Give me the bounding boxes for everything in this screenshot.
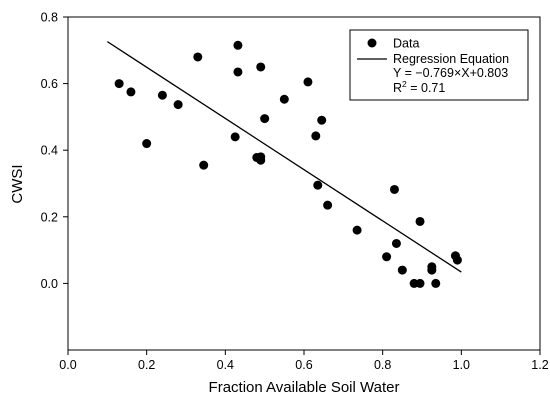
y-tick-label: 0.6 <box>41 77 58 91</box>
data-point <box>313 180 323 190</box>
data-point <box>233 40 243 50</box>
data-point <box>142 139 152 149</box>
legend-line-label: Regression Equation <box>393 52 509 66</box>
data-point <box>317 115 327 125</box>
y-axis-label: CWSI <box>9 164 26 203</box>
x-tick-label: 0.4 <box>217 358 234 372</box>
x-tick-label: 0.2 <box>138 358 155 372</box>
data-point <box>397 265 407 275</box>
data-point <box>256 62 266 72</box>
data-point <box>389 184 399 194</box>
x-tick-label: 0.8 <box>374 358 391 372</box>
data-point <box>415 278 425 288</box>
data-point <box>233 67 243 77</box>
y-tick-label: 0.4 <box>41 144 58 158</box>
data-point <box>279 94 289 104</box>
legend-box <box>349 29 529 101</box>
data-point <box>199 160 209 170</box>
legend-r-squared: R2 = 0.71 <box>393 79 445 95</box>
data-point <box>382 252 392 262</box>
y-tick-label: 0.2 <box>41 210 58 224</box>
legend-data-marker <box>367 38 377 48</box>
legend-data-label: Data <box>393 37 419 51</box>
data-point <box>256 152 266 162</box>
r2-prefix: R <box>393 81 402 95</box>
data-point <box>193 52 203 62</box>
x-tick-label: 0.0 <box>59 358 76 372</box>
x-axis-ticks: 0.0 0.2 0.4 0.6 0.8 1.0 1.2 <box>59 350 549 372</box>
legend-equation: Y = −0.769×X+0.803 <box>393 66 508 80</box>
r2-superscript: 2 <box>402 79 407 89</box>
r2-value: = 0.71 <box>407 81 446 95</box>
data-point <box>303 77 313 87</box>
data-point <box>311 131 321 141</box>
y-axis-ticks: 0.0 0.2 0.4 0.6 0.8 <box>41 11 68 291</box>
x-tick-label: 1.2 <box>531 358 548 372</box>
data-point <box>391 238 401 248</box>
y-tick-label: 0.8 <box>41 11 58 25</box>
data-point <box>260 114 270 124</box>
data-point <box>173 100 183 110</box>
data-point <box>323 200 333 210</box>
data-point <box>126 87 136 97</box>
data-point <box>352 225 362 235</box>
data-point <box>230 132 240 142</box>
x-tick-label: 1.0 <box>453 358 470 372</box>
data-point <box>415 216 425 226</box>
regression-line <box>106 41 462 273</box>
data-point <box>114 79 124 89</box>
data-points <box>114 40 462 288</box>
x-axis-label: Fraction Available Soil Water <box>209 379 400 396</box>
y-tick-label: 0.0 <box>41 277 58 291</box>
data-point <box>157 90 167 100</box>
data-point <box>452 255 462 265</box>
legend: Data Regression Equation Y = −0.769×X+0.… <box>349 29 529 101</box>
data-point <box>427 262 437 272</box>
x-tick-label: 0.6 <box>295 358 312 372</box>
data-point <box>431 278 441 288</box>
